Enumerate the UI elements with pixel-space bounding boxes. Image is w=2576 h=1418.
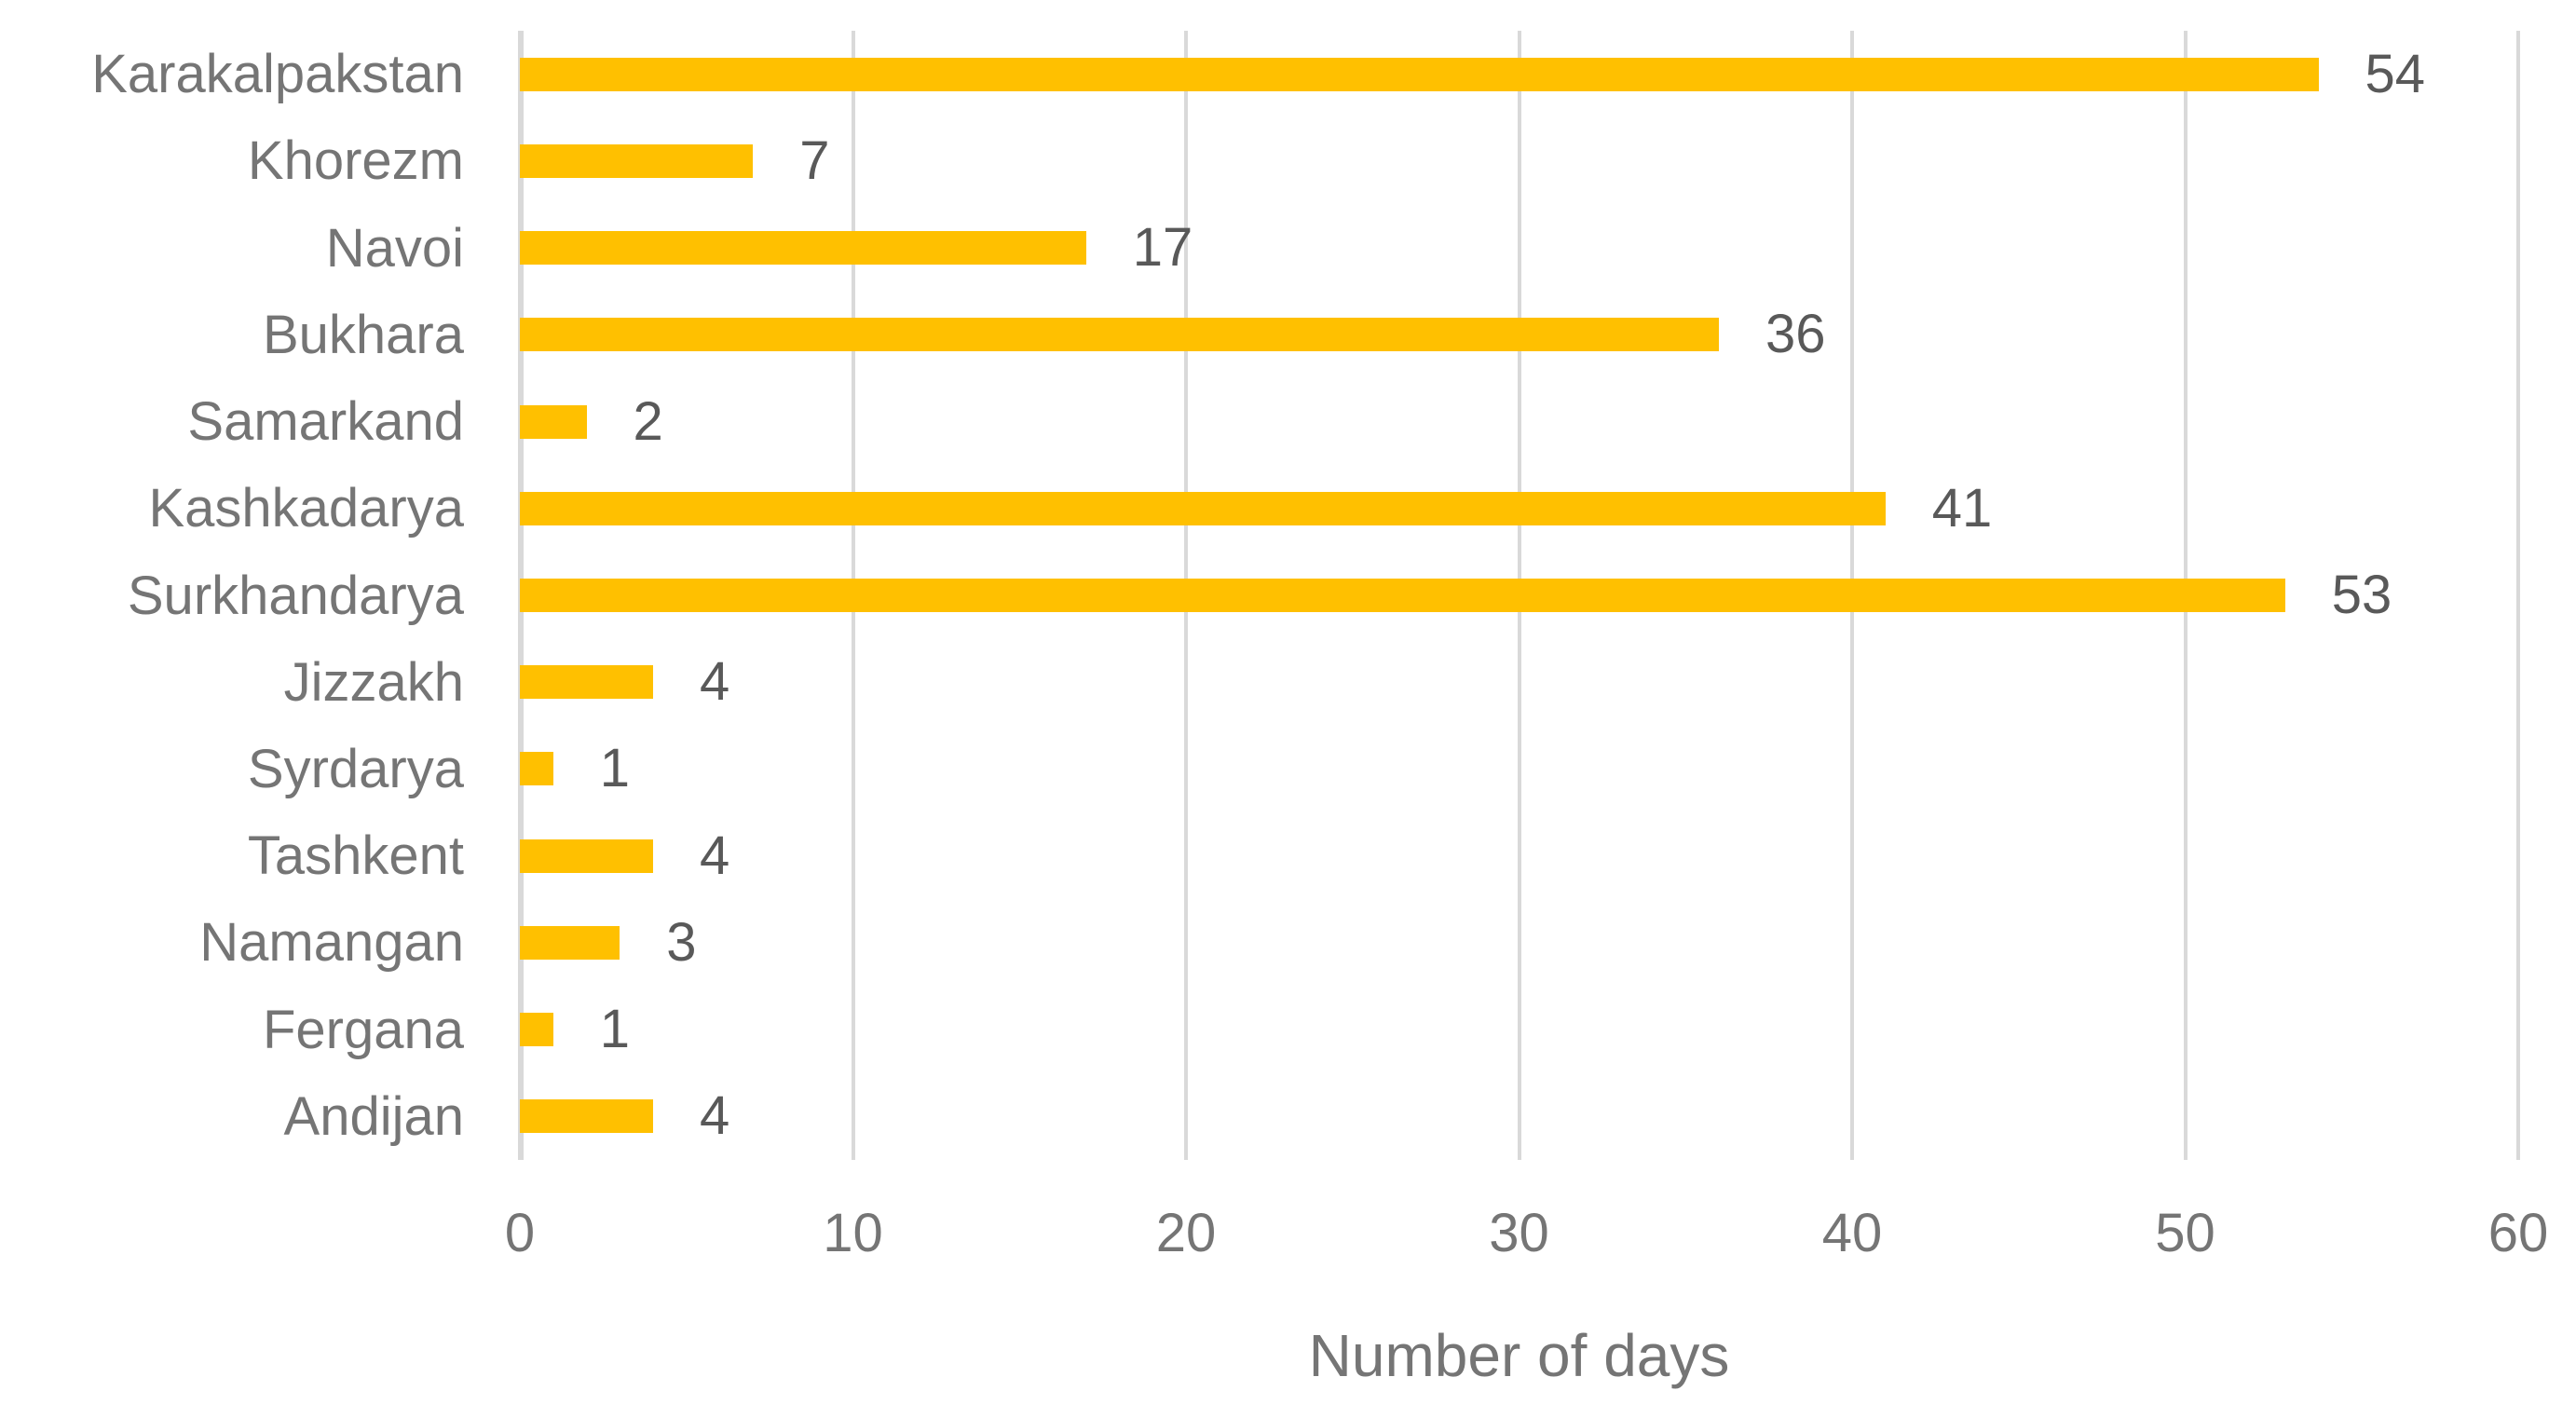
bar — [520, 1013, 553, 1047]
bar — [520, 925, 620, 960]
bar-row: 2 — [520, 378, 2518, 465]
category-label: Andijan — [283, 1085, 464, 1147]
bar-row: 1 — [520, 726, 2518, 812]
category-label: Fergana — [262, 999, 464, 1060]
value-label: 4 — [700, 825, 730, 886]
category-label: Khorezm — [247, 130, 464, 192]
value-label: 7 — [799, 130, 830, 191]
bar — [520, 231, 1086, 266]
bar — [520, 752, 553, 786]
bar-row: 54 — [520, 31, 2518, 117]
category-axis-labels: Karakalpakstan Khorezm Navoi Bukhara Samarka… — [0, 31, 464, 1160]
value-label: 54 — [2365, 43, 2426, 104]
x-axis-title: Number of days — [1308, 1322, 1730, 1389]
bar-row: 4 — [520, 639, 2518, 726]
bar-row: 3 — [520, 899, 2518, 986]
category-label: Samarkand — [187, 391, 464, 453]
value-label: 4 — [700, 1085, 730, 1147]
category-label: Navoi — [325, 217, 464, 279]
bar — [520, 1099, 653, 1134]
category-label: Surkhandarya — [127, 565, 464, 626]
value-label: 53 — [2331, 565, 2392, 626]
value-label: 4 — [700, 651, 730, 713]
category-label: Bukhara — [262, 304, 464, 365]
bar-row: 1 — [520, 987, 2518, 1073]
x-tick-label: 30 — [1489, 1203, 1549, 1263]
value-label: 17 — [1132, 217, 1193, 279]
bar-rows: 54 7 17 36 2 41 53 4 1 4 3 1 4 — [520, 31, 2518, 1160]
plot-area: 54 7 17 36 2 41 53 4 1 4 3 1 4 — [518, 31, 2520, 1160]
bar — [520, 579, 2285, 613]
bar — [520, 404, 587, 439]
x-tick-label: 40 — [1821, 1203, 1883, 1263]
x-tick-label: 50 — [2155, 1203, 2215, 1263]
bar-row: 17 — [520, 204, 2518, 291]
x-tick-label: 60 — [2487, 1203, 2549, 1263]
category-label: Namangan — [199, 912, 464, 974]
bar — [520, 57, 2319, 91]
category-label: Syrdarya — [247, 738, 464, 799]
x-tick-label: 10 — [823, 1203, 883, 1263]
bar-row: 7 — [520, 117, 2518, 204]
x-tick-label: 0 — [504, 1203, 536, 1263]
gridline — [2516, 31, 2520, 1160]
bar-row: 36 — [520, 292, 2518, 378]
x-tick-label: 20 — [1155, 1203, 1217, 1263]
category-label: Karakalpakstan — [91, 44, 464, 105]
category-label: Tashkent — [247, 825, 464, 887]
bar-row: 4 — [520, 812, 2518, 899]
value-label: 2 — [633, 390, 663, 452]
bar-row: 41 — [520, 465, 2518, 552]
bar — [520, 665, 653, 700]
category-label: Jizzakh — [283, 651, 464, 713]
value-label: 41 — [1931, 477, 1993, 539]
bar — [520, 839, 653, 873]
bar-row: 53 — [520, 552, 2518, 638]
category-label: Kashkadarya — [148, 478, 464, 539]
bar-row: 4 — [520, 1073, 2518, 1160]
value-label: 1 — [599, 999, 631, 1060]
bar — [520, 318, 1719, 352]
value-label: 36 — [1765, 304, 1826, 365]
bar — [520, 143, 754, 178]
value-label: 3 — [666, 911, 697, 973]
value-label: 1 — [599, 738, 631, 799]
bar — [520, 491, 1886, 525]
